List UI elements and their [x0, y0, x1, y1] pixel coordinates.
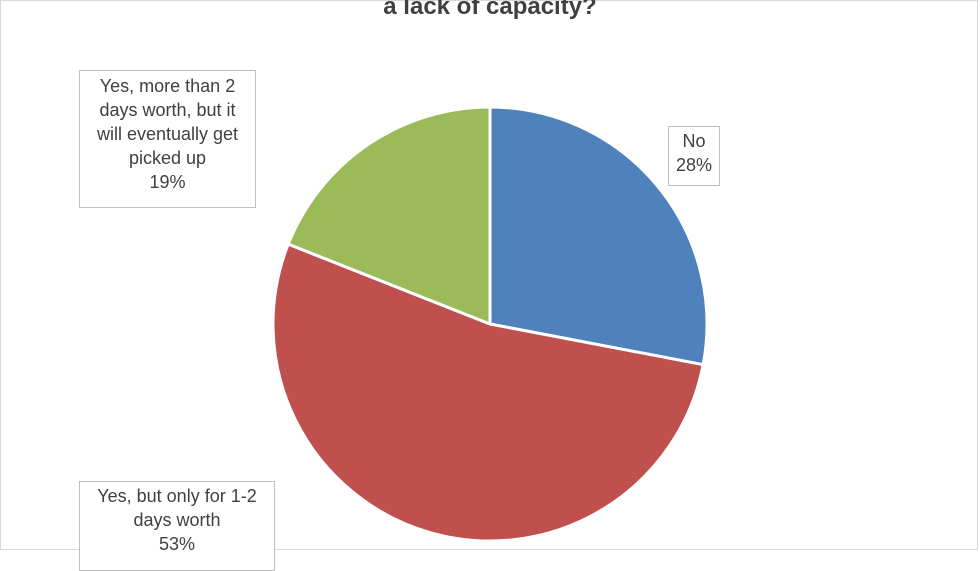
data-label-more-than-2-days-line-2: days worth, but it [99, 100, 236, 120]
data-label-no-percent: 28% [675, 155, 713, 175]
chart-title-line-2: a lack of capacity? [383, 0, 597, 20]
data-label-1-2-days: Yes, but only for 1-2 days worth 53% [79, 481, 275, 571]
data-label-1-2-days-line-1: Yes, but only for 1-2 [97, 486, 257, 506]
data-label-more-than-2-days: Yes, more than 2 days worth, but it will… [79, 70, 256, 208]
data-label-no-name: No [682, 131, 706, 151]
pie-slice-yes-1-2-days [271, 242, 705, 543]
data-label-no: No 28% [668, 126, 720, 186]
data-label-more-than-2-days-line-1: Yes, more than 2 [99, 76, 236, 96]
data-label-1-2-days-percent: 53% [158, 534, 196, 554]
chart-area [0, 0, 978, 550]
pie-slices [271, 105, 709, 543]
pie-chart [271, 105, 709, 543]
chart-title: a lack of capacity? [0, 0, 980, 22]
data-label-more-than-2-days-line-4: picked up [128, 148, 207, 168]
data-label-1-2-days-line-2: days worth [133, 510, 221, 530]
pie-slice-yes-more-than-2-days [286, 105, 492, 326]
data-label-more-than-2-days-line-3: will eventually get [96, 124, 239, 144]
pie-slice-no [488, 105, 709, 367]
data-label-more-than-2-days-percent: 19% [149, 172, 186, 192]
